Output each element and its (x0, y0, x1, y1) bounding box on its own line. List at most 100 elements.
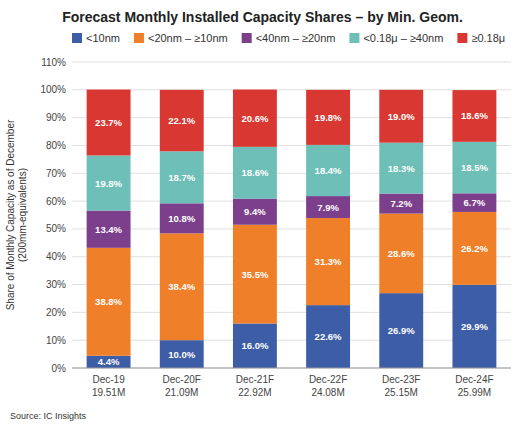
legend-swatch (134, 33, 144, 43)
bar-segment (306, 196, 350, 218)
data-label: 13.4% (95, 224, 122, 235)
bar-segment (87, 356, 131, 368)
bar-segment (87, 155, 131, 210)
grid-line (72, 312, 511, 313)
data-label: 16.0% (241, 340, 268, 351)
bar-segment (379, 90, 423, 143)
bar-segment (306, 305, 350, 368)
y-tick-label: 40% (46, 251, 66, 262)
data-label: 19.8% (95, 178, 122, 189)
x-tick-label: Dec-1919.51M (92, 374, 125, 398)
y-tick-label: 60% (46, 196, 66, 207)
data-label: 19.8% (315, 112, 342, 123)
y-tick-label: 70% (46, 168, 66, 179)
bar-segment (379, 194, 423, 214)
legend-swatch (457, 33, 467, 43)
bar-segment (452, 285, 496, 368)
bar-segment (233, 147, 277, 199)
grid-line (72, 173, 511, 174)
legend-label: <20nm – ≥10nm (148, 32, 228, 44)
x-tick-label: Dec-22F24.08M (309, 374, 347, 398)
bar-segment (452, 193, 496, 212)
data-label: 23.7% (95, 117, 122, 128)
y-tick-label: 50% (46, 223, 66, 234)
grid-line (72, 368, 511, 369)
data-label: 18.6% (461, 110, 488, 121)
grid-line (72, 145, 511, 146)
data-label: 26.2% (461, 243, 488, 254)
bar-segment (160, 233, 204, 340)
legend-item: <0.18μ – ≥40nm (349, 32, 443, 44)
data-label: 10.0% (168, 349, 195, 360)
legend-item: ≥0.18μ (457, 32, 505, 44)
grid-line (72, 284, 511, 285)
background (0, 0, 525, 426)
x-tick-label: Dec-23F25.15M (382, 374, 420, 398)
x-axis: Dec-1919.51MDec-20F21.09MDec-21F22.92MDe… (92, 374, 494, 398)
data-label: 18.6% (241, 167, 268, 178)
y-axis: 0%10%20%30%40%50%60%70%80%90%100%110% (40, 57, 511, 374)
bar-segment (160, 340, 204, 368)
legend-label: <0.18μ – ≥40nm (363, 32, 443, 44)
data-label: 22.1% (168, 115, 195, 126)
bar-segment (452, 90, 496, 142)
grid-line (72, 117, 511, 118)
bar-segment (306, 145, 350, 196)
legend-label: ≥0.18μ (471, 32, 505, 44)
data-label: 29.9% (461, 321, 488, 332)
data-label: 26.9% (388, 325, 415, 336)
bar-segment (233, 90, 277, 147)
x-tick-label: Dec-20F21.09M (163, 374, 201, 398)
data-label: 18.3% (388, 163, 415, 174)
legend-label: <40nm – ≥20nm (256, 32, 336, 44)
x-tick-label: Dec-24F25.99M (455, 374, 493, 398)
data-label: 20.6% (241, 113, 268, 124)
title: Forecast Monthly Installed Capacity Shar… (62, 9, 463, 25)
chart: Forecast Monthly Installed Capacity Shar… (0, 0, 525, 426)
grid-line (72, 62, 511, 63)
data-label: 19.0% (388, 111, 415, 122)
legend-item: <40nm – ≥20nm (242, 32, 336, 44)
y-tick-label: 30% (46, 279, 66, 290)
grid-line (72, 340, 511, 341)
bar-segment (233, 199, 277, 225)
bar-segment (379, 293, 423, 368)
x-axis-line (72, 368, 511, 369)
data-label: 28.6% (388, 248, 415, 259)
y-tick-label: 10% (46, 335, 66, 346)
data-label: 18.7% (168, 172, 195, 183)
bar-segment (306, 90, 350, 145)
bar-segment (379, 143, 423, 194)
bar-segment (379, 214, 423, 294)
legend-swatch (72, 33, 82, 43)
data-label: 7.9% (317, 202, 339, 213)
bar-segment (233, 225, 277, 324)
bar-segment (160, 203, 204, 233)
legend-label: <10nm (86, 32, 120, 44)
y-axis-label: Share of Monthly Capacity as of December… (5, 119, 28, 310)
grid-line (72, 256, 511, 257)
data-label: 9.4% (244, 206, 266, 217)
data-label: 7.2% (390, 198, 412, 209)
grid-line (72, 89, 511, 90)
data-label: 22.6% (315, 331, 342, 342)
y-tick-label: 80% (46, 140, 66, 151)
data-label: 31.3% (315, 256, 342, 267)
source: Source: IC Insights (10, 411, 87, 421)
data-label: 4.4% (98, 356, 120, 367)
data-label: 10.8% (168, 213, 195, 224)
data-label: 18.4% (315, 165, 342, 176)
legend-item: <20nm – ≥10nm (134, 32, 228, 44)
y-tick-label: 90% (46, 112, 66, 123)
bar-segment (452, 212, 496, 285)
legend: <10nm <20nm – ≥10nm <40nm – ≥20nm <0.18μ – … (72, 32, 505, 44)
data-label: 35.5% (241, 269, 268, 280)
bar-segment (87, 90, 131, 156)
bar-segment (160, 151, 204, 203)
legend-swatch (242, 33, 252, 43)
bar-segment (87, 211, 131, 248)
y-tick-label: 0% (52, 363, 67, 374)
data-label: 38.8% (95, 296, 122, 307)
grid-line (72, 201, 511, 202)
data-label: 18.5% (461, 162, 488, 173)
